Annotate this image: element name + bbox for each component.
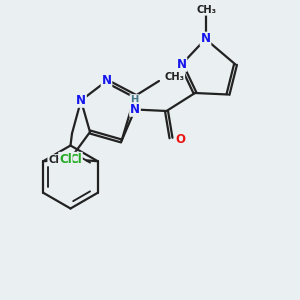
Text: N: N (101, 74, 112, 88)
Text: CH₃: CH₃ (164, 71, 184, 82)
Text: N: N (200, 32, 211, 46)
Text: N: N (130, 103, 140, 116)
Text: CH₃: CH₃ (197, 5, 217, 15)
Text: CH₃: CH₃ (48, 155, 68, 165)
Text: Cl: Cl (59, 153, 72, 166)
Text: H: H (130, 95, 139, 105)
Text: N: N (176, 58, 187, 71)
Text: N: N (76, 94, 86, 107)
Text: Cl: Cl (69, 153, 82, 166)
Text: O: O (175, 133, 185, 146)
